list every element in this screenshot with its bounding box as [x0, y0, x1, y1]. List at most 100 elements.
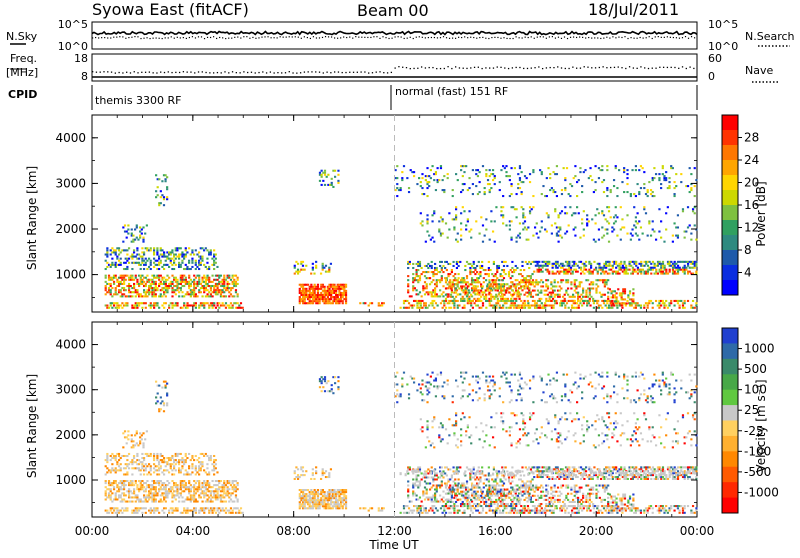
station-title: Syowa East (fitACF) [92, 0, 249, 19]
power-cell [412, 273, 414, 275]
velocity-cell [215, 467, 217, 469]
power-cell [484, 187, 486, 189]
velocity-cell [110, 510, 112, 512]
power-cell [110, 283, 112, 285]
power-cell [136, 279, 138, 281]
power-cell [420, 304, 422, 306]
power-cell [552, 171, 554, 173]
nave-dot [251, 72, 252, 73]
velocity-cell [133, 484, 135, 486]
power-cell [337, 174, 339, 176]
velocity-cell [163, 482, 165, 484]
power-cell [586, 214, 588, 216]
power-cell [519, 237, 521, 239]
power-cell [520, 287, 522, 289]
power-cell [211, 281, 213, 283]
power-cell [633, 269, 635, 271]
power-cell [669, 271, 671, 273]
power-cell [191, 258, 193, 260]
power-cell [196, 253, 198, 255]
nave-dot [145, 72, 146, 73]
noise-search-dot [258, 37, 259, 38]
noise-left-label: N.Sky [6, 30, 38, 43]
power-cell [312, 263, 314, 265]
power-cell [626, 214, 628, 216]
power-cell [201, 247, 203, 249]
power-cell [509, 228, 511, 230]
power-cell [185, 253, 187, 255]
power-cell [237, 295, 239, 297]
power-cell [153, 275, 155, 277]
velocity-cell [106, 457, 108, 459]
power-cell [519, 165, 521, 167]
velocity-cell [171, 469, 173, 471]
velocity-cell [133, 488, 135, 490]
velocity-cell [145, 469, 147, 471]
power-cell [502, 214, 504, 216]
noise-search-dot [298, 37, 299, 38]
power-cell [662, 300, 664, 302]
power-cell [178, 262, 180, 264]
power-cell [443, 302, 445, 304]
noise-search-dot [485, 38, 486, 39]
power-cell [324, 174, 326, 176]
nave-dot [602, 66, 603, 67]
power-cell [479, 273, 481, 275]
power-cell [690, 187, 692, 189]
power-cell [201, 258, 203, 260]
power-cell [143, 268, 145, 270]
power-cell [625, 271, 627, 273]
power-cell [458, 304, 460, 306]
power-cell [122, 241, 124, 243]
nave-dot [648, 68, 649, 69]
power-cell [438, 220, 440, 222]
power-cell [536, 233, 538, 235]
power-cell [218, 302, 220, 304]
power-cell [110, 289, 112, 291]
power-cell [662, 165, 664, 167]
power-cell [222, 302, 224, 304]
noise-search-dot [177, 37, 178, 38]
power-cell [565, 290, 567, 292]
power-cell [469, 273, 471, 275]
power-cell [416, 273, 418, 275]
power-cell [176, 302, 178, 304]
velocity-cell [126, 510, 128, 512]
power-cell [502, 165, 504, 167]
power-cell [589, 298, 591, 300]
power-cell [624, 292, 626, 294]
noise-panel: N.Sky 10^5 10^0 10^5 10^0 N.Search [6, 18, 795, 53]
freq-left-tick-bottom: 8 [81, 70, 88, 83]
power-cell [414, 287, 416, 289]
power-cell [153, 251, 155, 253]
velocity-cell [200, 467, 202, 469]
nave-dot [103, 71, 104, 72]
velocity-cell [173, 461, 175, 463]
noise-search-dot [543, 36, 544, 37]
velocity-cell [173, 496, 175, 498]
noise-search-dot [434, 37, 435, 38]
y-tick-label: 1000 [55, 268, 86, 282]
power-cell [570, 269, 572, 271]
velocity-cell [146, 465, 148, 467]
nave-dot [663, 67, 664, 68]
velocity-cell [225, 501, 227, 503]
nave-dot [153, 72, 154, 73]
nave-dot [421, 66, 422, 67]
power-cell [541, 302, 543, 304]
velocity-cell [323, 491, 325, 493]
power-cell [435, 173, 437, 175]
power-cell [228, 277, 230, 279]
power-cell [145, 277, 147, 279]
noise-right-label: N.Search [745, 30, 795, 43]
power-cell [510, 298, 512, 300]
nave-dot [478, 67, 479, 68]
velocity-cell [153, 512, 155, 514]
velocity-cell [156, 459, 158, 461]
power-cell [591, 179, 593, 181]
velocity-cell [180, 453, 182, 455]
velocity-cell [228, 482, 230, 484]
power-cell [185, 247, 187, 249]
power-cell [607, 279, 609, 281]
power-cell [536, 222, 538, 224]
